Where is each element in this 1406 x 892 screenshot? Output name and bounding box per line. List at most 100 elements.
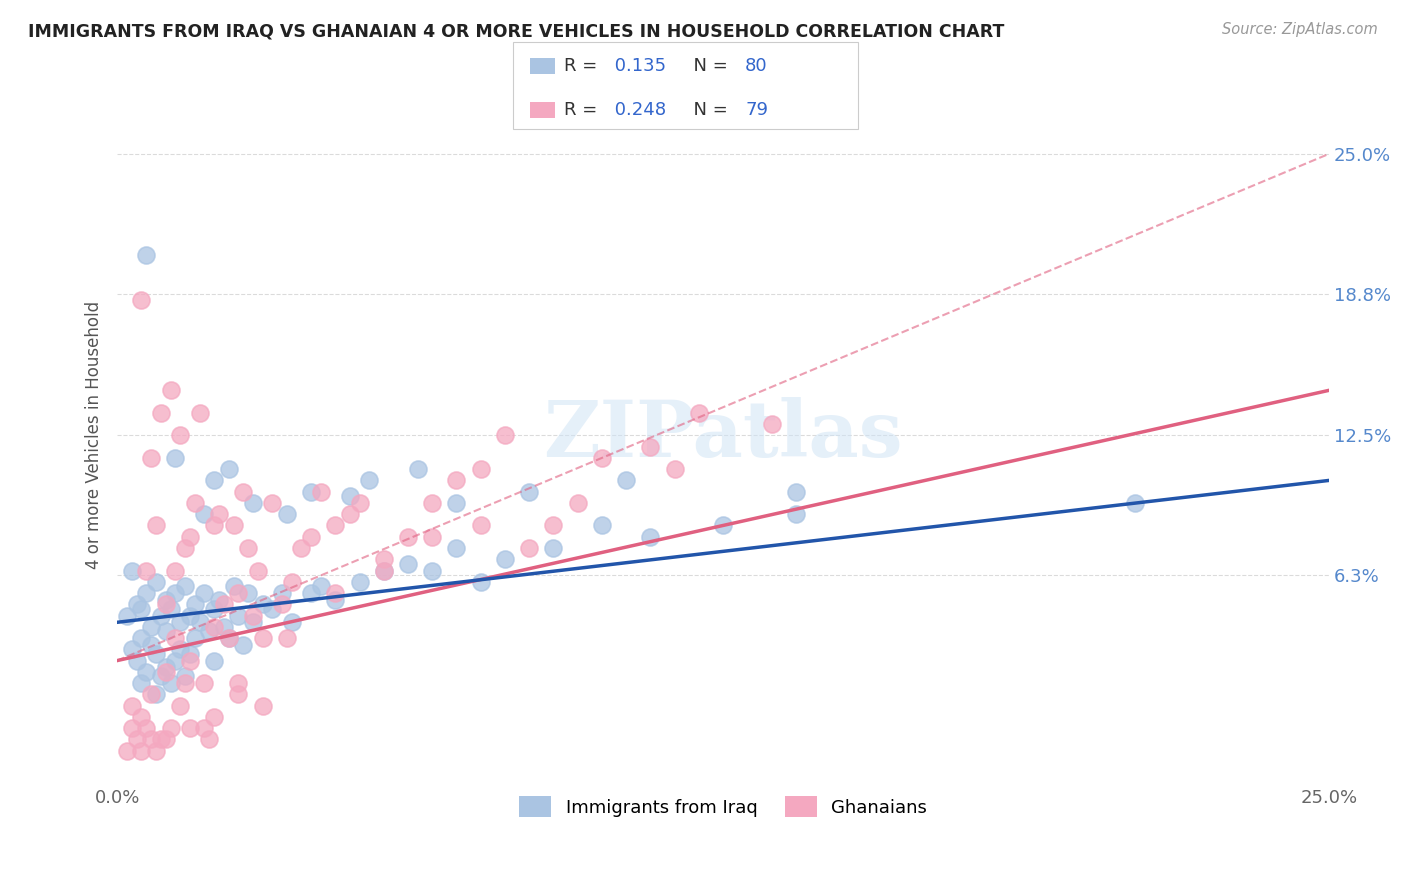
Point: [711, 518, 734, 533]
Point: [115, 608, 138, 623]
Text: 80: 80: [745, 57, 768, 76]
Point: [125, 654, 148, 668]
Point: [139, 620, 162, 634]
Point: [228, 676, 250, 690]
Legend: Immigrants from Iraq, Ghanaians: Immigrants from Iraq, Ghanaians: [512, 789, 935, 824]
Point: [280, 615, 302, 630]
Point: [323, 518, 346, 533]
Point: [139, 687, 162, 701]
Point: [155, 660, 177, 674]
Point: [115, 744, 138, 758]
Point: [396, 530, 419, 544]
Point: [174, 579, 197, 593]
Point: [159, 721, 181, 735]
Text: 79: 79: [745, 101, 768, 120]
Point: [494, 552, 516, 566]
Point: [218, 631, 240, 645]
Point: [262, 601, 284, 615]
Point: [202, 474, 225, 488]
Point: [165, 450, 187, 465]
Point: [232, 484, 254, 499]
Point: [155, 665, 177, 679]
Point: [212, 620, 235, 634]
Point: [252, 597, 274, 611]
Point: [193, 586, 215, 600]
Point: [149, 406, 172, 420]
Point: [179, 647, 201, 661]
Point: [135, 665, 157, 679]
Point: [406, 462, 429, 476]
Point: [242, 608, 264, 623]
Point: [785, 507, 807, 521]
Point: [202, 654, 225, 668]
Point: [299, 530, 322, 544]
Point: [139, 450, 162, 465]
Point: [121, 564, 143, 578]
Point: [174, 669, 197, 683]
Point: [236, 541, 259, 555]
Point: [640, 530, 662, 544]
Text: 0.135: 0.135: [609, 57, 666, 76]
Point: [193, 721, 215, 735]
Point: [193, 676, 215, 690]
Point: [169, 642, 191, 657]
Point: [339, 489, 361, 503]
Point: [169, 615, 191, 630]
Point: [174, 676, 197, 690]
Point: [252, 631, 274, 645]
Text: Source: ZipAtlas.com: Source: ZipAtlas.com: [1222, 22, 1378, 37]
Point: [149, 669, 172, 683]
Point: [494, 428, 516, 442]
Point: [228, 687, 250, 701]
Point: [470, 462, 492, 476]
Point: [155, 592, 177, 607]
Point: [420, 496, 443, 510]
Point: [323, 586, 346, 600]
Point: [145, 574, 167, 589]
Y-axis label: 4 or more Vehicles in Household: 4 or more Vehicles in Household: [86, 301, 103, 569]
Point: [174, 541, 197, 555]
Point: [218, 631, 240, 645]
Point: [184, 597, 207, 611]
Point: [446, 474, 468, 488]
Point: [276, 631, 298, 645]
Point: [359, 474, 381, 488]
Point: [246, 564, 269, 578]
Point: [131, 710, 153, 724]
Point: [640, 440, 662, 454]
Point: [149, 732, 172, 747]
Point: [290, 541, 312, 555]
Point: [139, 638, 162, 652]
Point: [135, 586, 157, 600]
Point: [396, 557, 419, 571]
Point: [131, 601, 153, 615]
Point: [242, 496, 264, 510]
Point: [517, 541, 540, 555]
Text: R =: R =: [564, 101, 603, 120]
Point: [1123, 496, 1146, 510]
Point: [135, 248, 157, 262]
Point: [591, 518, 613, 533]
Point: [688, 406, 710, 420]
Point: [309, 484, 332, 499]
Point: [222, 579, 245, 593]
Point: [785, 484, 807, 499]
Point: [202, 620, 225, 634]
Point: [139, 732, 162, 747]
Point: [228, 608, 250, 623]
Point: [135, 564, 157, 578]
Text: IMMIGRANTS FROM IRAQ VS GHANAIAN 4 OR MORE VEHICLES IN HOUSEHOLD CORRELATION CHA: IMMIGRANTS FROM IRAQ VS GHANAIAN 4 OR MO…: [28, 22, 1004, 40]
Point: [276, 507, 298, 521]
Point: [228, 586, 250, 600]
Point: [165, 631, 187, 645]
Point: [165, 654, 187, 668]
Point: [131, 293, 153, 308]
Point: [232, 638, 254, 652]
Point: [420, 564, 443, 578]
Point: [179, 721, 201, 735]
Point: [446, 541, 468, 555]
Point: [188, 615, 211, 630]
Point: [202, 710, 225, 724]
Point: [567, 496, 589, 510]
Point: [179, 654, 201, 668]
